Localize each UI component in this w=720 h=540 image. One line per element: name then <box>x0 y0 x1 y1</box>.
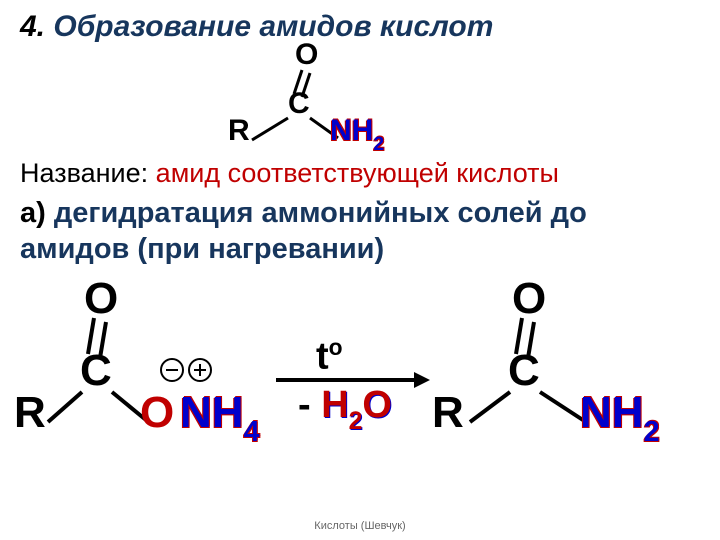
temp-label: to <box>316 334 343 379</box>
atom-o: O <box>295 38 318 72</box>
atom-nh4: NH4 <box>180 388 259 445</box>
atom-o-top-right: O <box>512 274 546 324</box>
method-line: а) дегидратация аммонийных солей до амид… <box>20 195 700 268</box>
atom-r-left: R <box>14 388 46 438</box>
atom-c-right: C <box>508 346 540 396</box>
atom-r-right: R <box>432 388 464 438</box>
bond <box>48 392 82 422</box>
naming-line: Название: амид соответствующей кислоты <box>20 158 700 189</box>
byproduct-label: - H2O <box>298 384 392 433</box>
atom-o-minus: O <box>140 388 174 438</box>
bond <box>470 392 510 422</box>
amide-structure: R C O NH2 <box>210 42 410 152</box>
atom-r: R <box>228 114 250 148</box>
bond <box>252 118 288 140</box>
method-label: а) <box>20 197 54 229</box>
title-number: 4. <box>20 10 45 43</box>
title-line: 4. Образование амидов кислот <box>20 10 700 44</box>
naming-label: Название: <box>20 158 156 188</box>
title-text: Образование амидов кислот <box>45 10 493 43</box>
atom-c: C <box>288 87 310 121</box>
naming-value: амид соответствующей кислоты <box>156 158 559 188</box>
atom-nh2: NH2 <box>330 114 384 153</box>
atom-nh2-right: NH2 <box>580 388 659 445</box>
arrow-head <box>414 372 430 388</box>
atom-c-left: C <box>80 346 112 396</box>
atom-o-top-left: O <box>84 274 118 324</box>
method-text: дегидратация аммонийных солей до амидов … <box>20 197 587 265</box>
footer-text: Кислоты (Шевчук) <box>314 520 405 532</box>
reaction-scheme: R C O O NH4 to - H2O R C O NH2 <box>20 276 700 436</box>
